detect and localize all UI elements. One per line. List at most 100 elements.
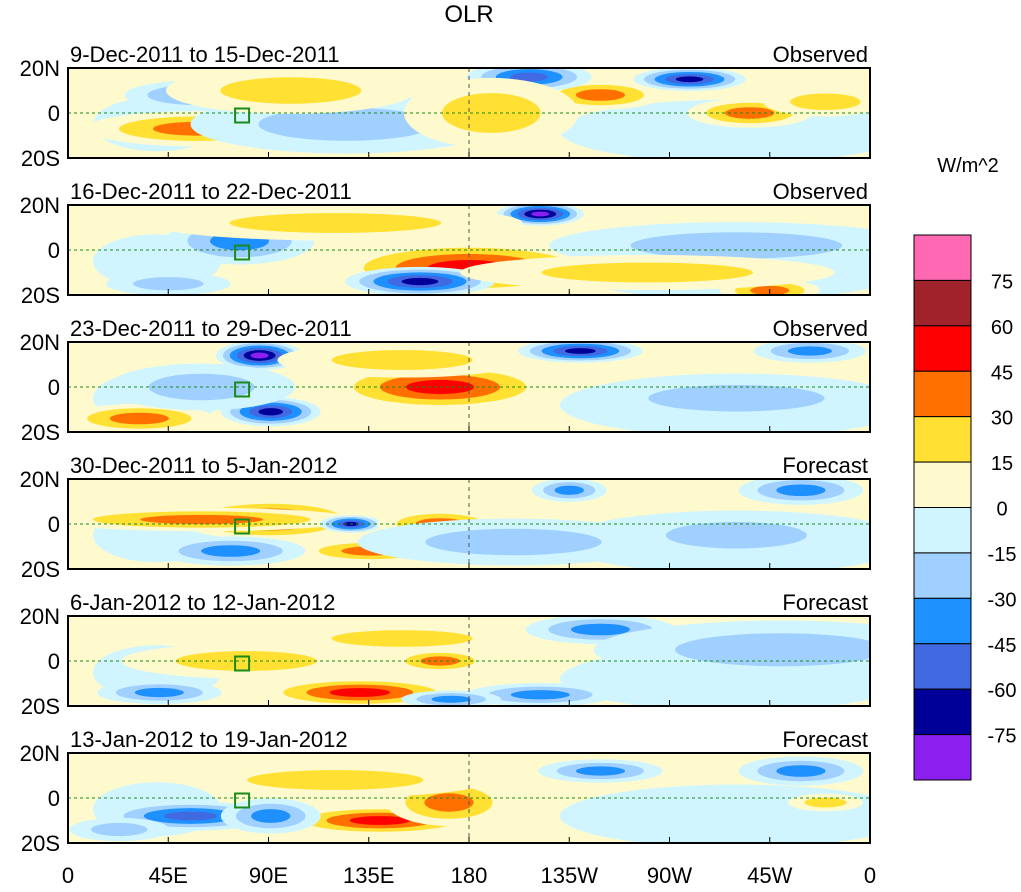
x-tick-label: 90E [249, 863, 288, 887]
anomaly-contour [258, 408, 283, 416]
panel-kind: Forecast [782, 453, 868, 478]
anomaly-contour [258, 107, 435, 141]
y-tick-label: 20N [20, 741, 60, 766]
colorbar-box [913, 643, 972, 690]
y-tick-label: 20S [21, 694, 60, 719]
anomaly-contour [776, 484, 826, 497]
colorbar-label: 75 [991, 271, 1013, 293]
colorbar-box [913, 507, 972, 554]
y-tick-label: 20N [20, 56, 60, 81]
anomaly-contour [349, 816, 411, 825]
panel-kind: Forecast [782, 590, 868, 615]
anomaly-contour [441, 93, 541, 133]
x-tick-label: 45W [747, 863, 792, 887]
anomaly-contour [251, 809, 291, 823]
chart-title: OLR [444, 1, 493, 28]
colorbar-box [913, 325, 972, 372]
anomaly-contour [331, 630, 473, 647]
x-tick-label: 45E [149, 863, 188, 887]
anomaly-contour [570, 623, 630, 636]
colorbar-label: -15 [988, 544, 1017, 566]
panel-period: 6-Jan-2012 to 12-Jan-2012 [70, 590, 335, 615]
panel-period: 30-Dec-2011 to 5-Jan-2012 [70, 453, 337, 478]
colorbar-box [913, 597, 972, 645]
colorbar-label: 15 [991, 453, 1013, 475]
y-tick-label: 20S [21, 831, 60, 856]
anomaly-contour [790, 93, 861, 111]
panel-field [68, 342, 870, 432]
y-tick-label: 20N [20, 467, 60, 492]
anomaly-contour [630, 232, 843, 259]
y-tick-label: 20N [20, 604, 60, 629]
y-tick-label: 20S [21, 146, 60, 171]
anomaly-contour [725, 107, 775, 119]
panel-field [68, 616, 870, 706]
x-tick-label: 0 [62, 863, 74, 887]
anomaly-contour [220, 77, 362, 104]
colorbar-label: 30 [991, 408, 1013, 430]
anomaly-contour [554, 485, 584, 495]
y-tick-label: 0 [48, 101, 60, 126]
anomaly-contour [675, 76, 704, 83]
anomaly-contour [510, 690, 570, 700]
region-box [234, 655, 251, 672]
region-box [234, 244, 251, 261]
region-box [234, 518, 251, 535]
x-tick-label: 0 [864, 863, 876, 887]
colorbar-units: W/m^2 [937, 155, 999, 177]
anomaly-contour [541, 262, 753, 283]
panel-field [68, 68, 870, 158]
anomaly-contour [132, 277, 204, 291]
anomaly-contour [675, 633, 870, 667]
region-box [234, 107, 251, 124]
y-tick-label: 0 [48, 786, 60, 811]
anomaly-contour [164, 811, 217, 821]
colorbar-label: -30 [988, 589, 1017, 611]
anomaly-contour [134, 687, 184, 698]
colorbar-label: 60 [991, 317, 1013, 339]
map-panel: 16-Dec-2011 to 22-Dec-2011 Observed 20N 0 20… [20, 179, 871, 308]
anomaly-contour [575, 766, 626, 776]
map-panel: 23-Dec-2011 to 29-Dec-2011 Observed 20N 0 20… [20, 316, 871, 445]
anomaly-contour [331, 350, 473, 370]
anomaly-contour [109, 412, 169, 425]
y-tick-label: 20N [20, 330, 60, 355]
panel-kind: Observed [773, 42, 868, 67]
anomaly-contour [91, 822, 148, 837]
colorbar-label: -75 [988, 726, 1017, 748]
colorbar-label: 0 [996, 499, 1007, 521]
y-tick-label: 20S [21, 557, 60, 582]
anomaly-contour [431, 695, 471, 703]
anomaly-contour [201, 545, 261, 557]
colorbar-label: -45 [988, 635, 1017, 657]
anomaly-contour [787, 346, 832, 356]
anomaly-contour [424, 793, 474, 812]
x-tick-label: 135W [541, 863, 599, 887]
anomaly-contour [329, 688, 391, 697]
colorbar-label: -60 [988, 680, 1017, 702]
x-tick-label: 90W [647, 863, 692, 887]
anomaly-contour [247, 770, 424, 790]
y-tick-label: 20S [21, 283, 60, 308]
anomaly-contour [401, 277, 439, 286]
region-box [234, 381, 251, 398]
panel-period: 13-Jan-2012 to 19-Jan-2012 [70, 727, 348, 752]
colorbar-box [913, 552, 972, 599]
panel-field [68, 753, 870, 843]
x-tick-label: 135E [343, 863, 394, 887]
colorbar-label: 45 [991, 362, 1013, 384]
panel-period: 16-Dec-2011 to 22-Dec-2011 [70, 179, 352, 204]
panel-period: 23-Dec-2011 to 29-Dec-2011 [70, 316, 352, 341]
anomaly-contour [776, 765, 826, 777]
panel-kind: Observed [773, 179, 868, 204]
region-box [234, 792, 251, 809]
y-tick-label: 0 [48, 238, 60, 263]
panel-field [68, 205, 870, 295]
panel-kind: Forecast [782, 727, 868, 752]
anomaly-contour [804, 797, 847, 808]
anomaly-contour [575, 89, 626, 101]
anomaly-contour [510, 72, 549, 82]
colorbar-box [913, 234, 972, 281]
colorbar-box [913, 370, 972, 418]
